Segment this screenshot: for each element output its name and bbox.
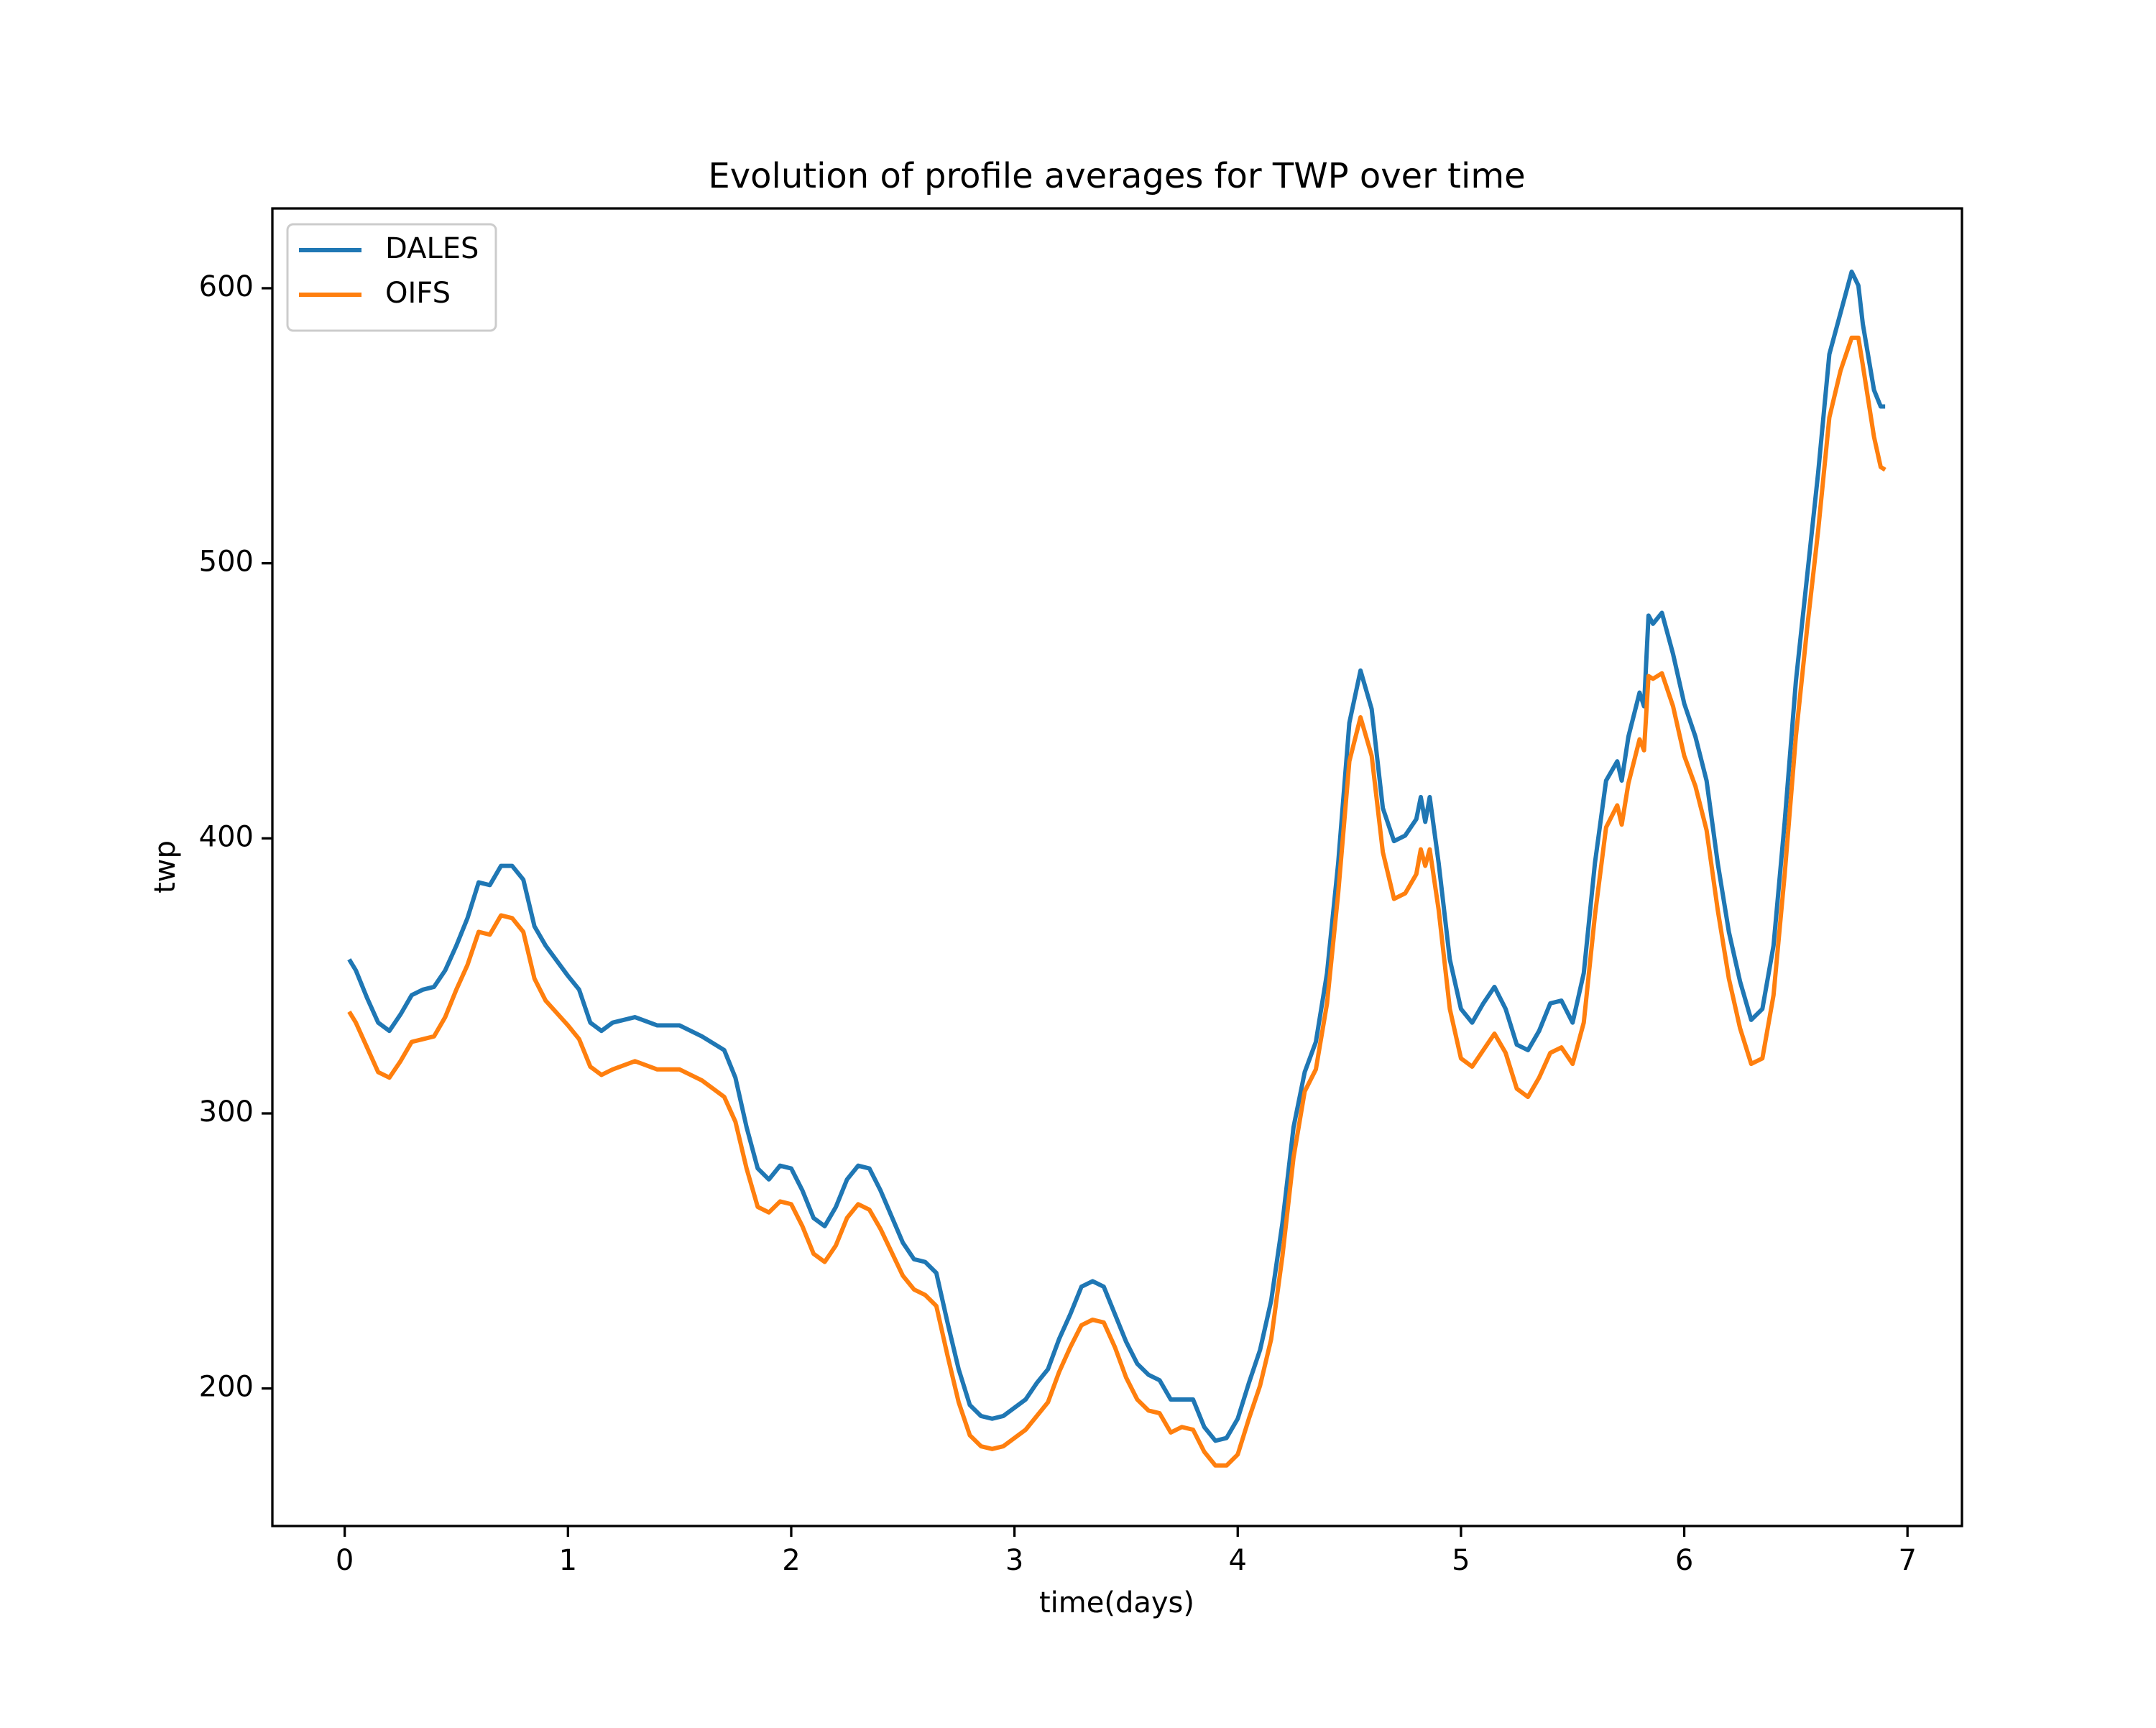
x-tick-label: 0 [336,1544,354,1577]
x-tick-label: 2 [782,1544,800,1577]
plot-frame [271,207,1963,1527]
y-axis-label: twp [149,840,182,893]
y-tick-label: 500 [199,546,254,579]
y-tick-label: 600 [199,270,254,303]
x-tick-label: 4 [1229,1544,1247,1577]
x-tick-label: 6 [1675,1544,1693,1577]
data-line [347,335,1886,1468]
legend-label: DALES [385,232,479,265]
x-tick-label: 1 [559,1544,577,1577]
x-tick-label: 3 [1005,1544,1023,1577]
y-tick-label: 200 [199,1371,254,1404]
legend-label: OIFS [385,277,451,310]
chart-title: Evolution of profile averages for TWP ov… [708,156,1525,196]
data-line [347,270,1886,1443]
x-tick-label: 7 [1898,1544,1916,1577]
y-tick-label: 300 [199,1095,254,1129]
x-tick-label: 5 [1452,1544,1470,1577]
x-axis-label: time(days) [1039,1586,1194,1619]
y-tick-label: 400 [199,820,254,853]
